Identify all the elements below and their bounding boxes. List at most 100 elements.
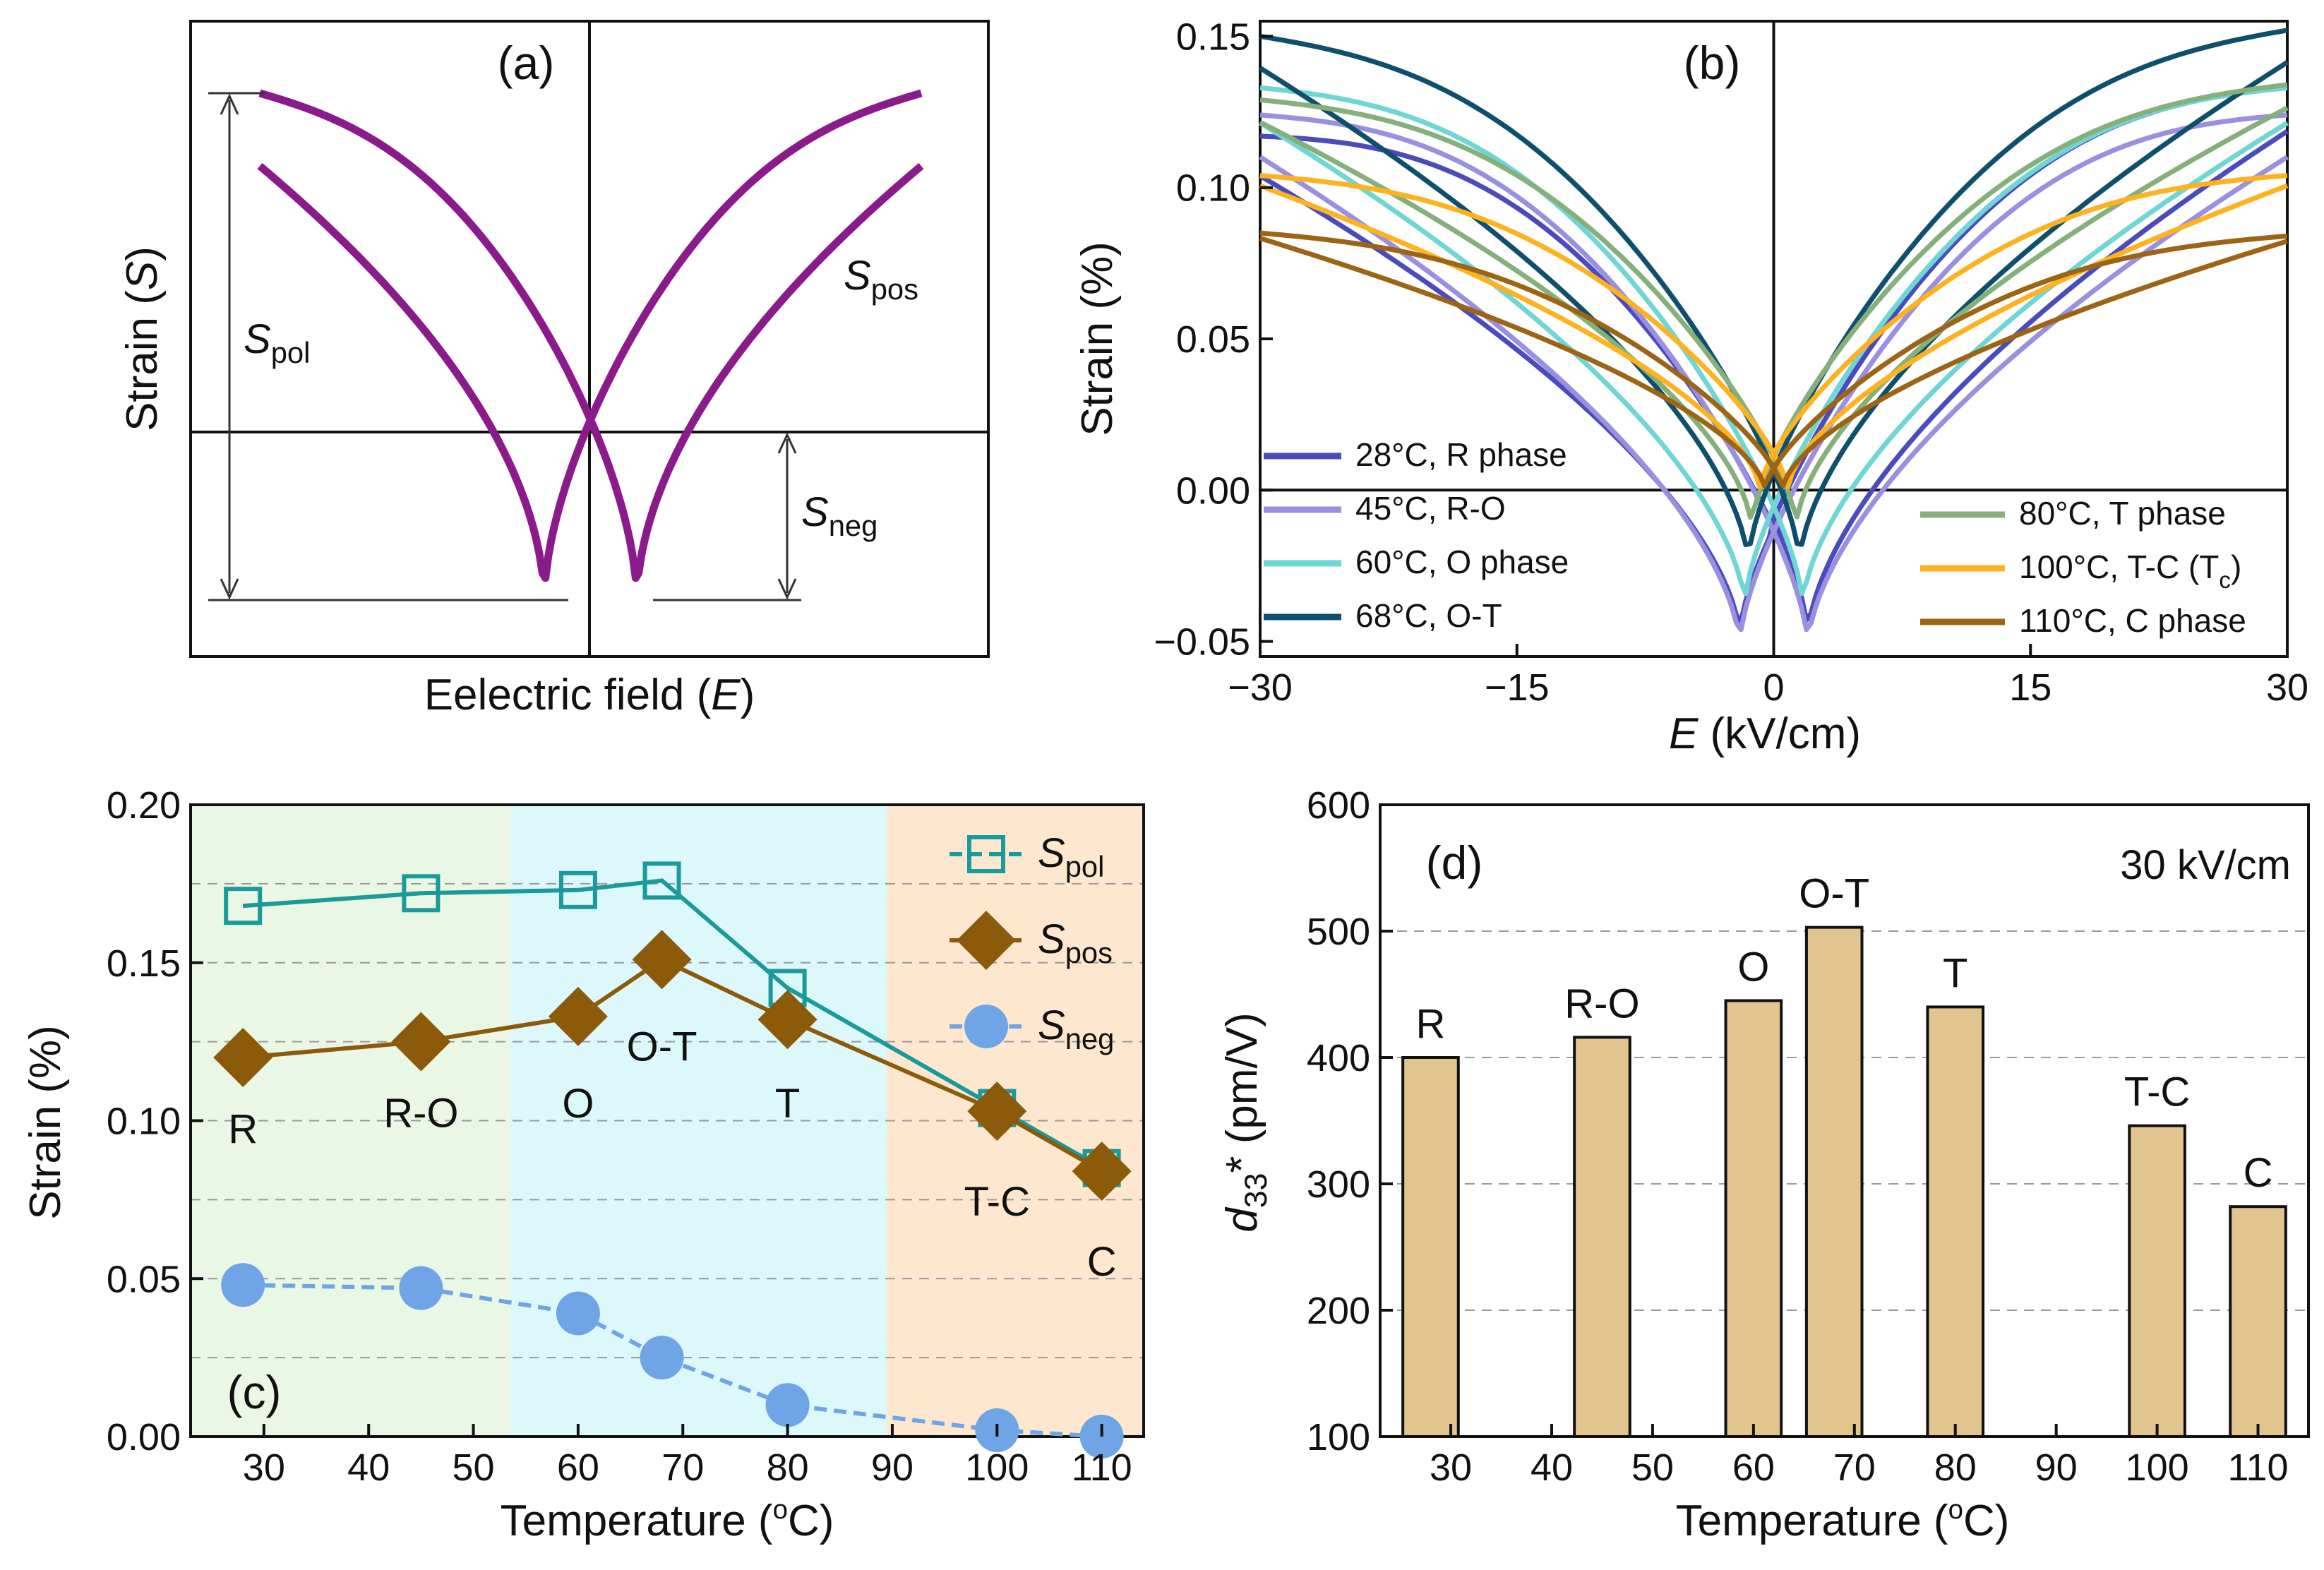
y-axis-label: Strain (S) <box>118 246 167 431</box>
y-tick-label: 0.00 <box>1176 469 1250 512</box>
y-tick-label: 0.00 <box>107 1416 181 1458</box>
phase-label: R-O <box>383 1090 458 1136</box>
x-tick-label: 60 <box>557 1446 599 1489</box>
bar <box>2128 1124 2186 1439</box>
legend-label-t60: 60°C, O phase <box>1355 544 1569 580</box>
bar <box>1804 925 1864 1438</box>
bar <box>1573 1036 1631 1438</box>
phase-label: T-C <box>964 1179 1030 1225</box>
y-tick-label: −0.05 <box>1154 621 1250 664</box>
x-tick-label: 100 <box>965 1446 1029 1489</box>
bar-phase-label: R <box>1416 1001 1446 1047</box>
x-tick-label: 50 <box>1631 1446 1674 1489</box>
phase-label: O <box>562 1081 594 1127</box>
field-annotation: 30 kV/cm <box>2120 842 2291 888</box>
y-tick-label: 0.15 <box>1176 16 1250 58</box>
y-tick-label: 0.05 <box>1176 318 1250 361</box>
x-tick-label: 110 <box>2227 1446 2288 1489</box>
marker-spos <box>1072 1141 1132 1202</box>
panel-label-b: (b) <box>1684 37 1741 89</box>
y-tick-label: 200 <box>1307 1290 1370 1332</box>
x-tick-label: 50 <box>453 1446 495 1489</box>
panel-a-strain-loop-schematic: Spol Spos Sneg (a) Eelectric field (E) Strain… <box>118 20 990 719</box>
marker-spos <box>213 1028 273 1087</box>
marker-spol <box>558 870 597 909</box>
x-tick-label: 30 <box>2266 666 2308 709</box>
sneg-arrow-head-up <box>777 432 797 454</box>
spol-arrow-head-down <box>220 578 239 600</box>
bar-phase-label: T <box>1943 950 1967 996</box>
x-tick-label: 100 <box>2126 1446 2189 1489</box>
x-tick-label: −30 <box>1228 666 1293 709</box>
x-tick-label: 110 <box>1072 1446 1132 1489</box>
spol-annotation: Spol <box>244 316 310 369</box>
panel-c-strain-vs-temperature: R R-O O O-T T T-C C Spol Spos Sneg 30 40 50 60 70 80 90 1… <box>21 784 1145 1545</box>
curve-t60-branch-2 <box>1259 85 2288 597</box>
loop-branch-2 <box>257 89 923 582</box>
y-tick-label: 0.10 <box>107 1101 181 1143</box>
bar-phase-label: T-C <box>2124 1069 2190 1115</box>
phase-label: T <box>775 1081 800 1127</box>
bar <box>1401 1056 1460 1438</box>
x-tick-label: 90 <box>871 1446 914 1489</box>
legend-label-t28: 28°C, R phase <box>1355 436 1567 473</box>
panel-d-d33-bar-chart: R R-O O O-T T T-C C 30 40 50 60 70 80 90 100 110 100 200 3… <box>1218 784 2310 1545</box>
spos-annotation: Spos <box>844 253 918 306</box>
legend-label-t100: 100°C, T-C (Tc) <box>2019 549 2241 594</box>
phase-label: C <box>1087 1239 1117 1285</box>
x-tick-label: 30 <box>1430 1446 1472 1489</box>
bar-phase-label: R-O <box>1564 981 1639 1026</box>
marker-sneg <box>221 1263 265 1307</box>
legend-label-spol: Spol <box>1038 830 1104 883</box>
x-axis-label: Eelectric field (E) <box>424 671 755 719</box>
y-tick-label: 400 <box>1307 1037 1370 1079</box>
y-axis-label: d33* (pm/V) <box>1218 1012 1274 1232</box>
plot-frame <box>1379 803 2310 1438</box>
legend-label-t68: 68°C, O-T <box>1355 597 1502 634</box>
legend-label-sneg: Sneg <box>1038 1002 1114 1055</box>
x-tick-label: 40 <box>1531 1446 1573 1489</box>
sneg-arrow-head-down <box>777 578 797 600</box>
x-tick-label: 80 <box>1934 1446 1977 1489</box>
marker-spos <box>548 986 608 1046</box>
marker-spos <box>632 930 692 990</box>
bar <box>1926 1005 1985 1438</box>
legend-label-t110: 110°C, C phase <box>2019 602 2246 639</box>
y-tick-label: 0.05 <box>107 1258 181 1300</box>
x-tick-label: 40 <box>347 1446 390 1489</box>
y-axis-label: Strain (%) <box>1073 241 1122 436</box>
y-tick-label: 0.15 <box>107 942 181 985</box>
y-tick-label: 600 <box>1307 784 1370 827</box>
marker-spol <box>224 887 263 925</box>
curve-t110-branch-2 <box>1259 233 2288 489</box>
panel-label-c: (c) <box>227 1366 282 1418</box>
marker-spol <box>642 861 681 900</box>
legend-marker-sneg <box>964 1005 1008 1048</box>
y-tick-label: 500 <box>1307 911 1370 953</box>
marker-spos <box>391 1012 451 1072</box>
curve-t45-branch-2 <box>1259 112 2288 633</box>
bar-phase-label: C <box>2244 1150 2273 1196</box>
y-tick-label: 0.20 <box>107 784 181 827</box>
y-axis-label: Strain (%) <box>21 1025 70 1220</box>
marker-sneg <box>765 1383 810 1427</box>
x-tick-label: 70 <box>1833 1446 1876 1489</box>
bar-phase-label: O-T <box>1799 871 1869 917</box>
y-tick-label: 300 <box>1307 1163 1370 1206</box>
x-axis-label: E (kV/cm) <box>1669 709 1861 758</box>
x-tick-label: 80 <box>767 1446 809 1489</box>
y-tick-label: 0.10 <box>1176 167 1250 210</box>
spol-arrow-head-up <box>220 93 239 115</box>
x-tick-label: 0 <box>1763 666 1784 709</box>
bar-phase-label: O <box>1737 944 1769 990</box>
marker-spol <box>402 874 441 913</box>
x-tick-label: 90 <box>2035 1446 2078 1489</box>
marker-sneg <box>640 1336 684 1380</box>
legend-marker-spos <box>957 911 1016 970</box>
legend-label-t45: 45°C, R-O <box>1355 490 1506 527</box>
legend-label-spos: Spos <box>1038 916 1113 969</box>
x-tick-label: 30 <box>243 1446 285 1489</box>
curve-t100-branch-2 <box>1259 173 2288 490</box>
phase-label: O-T <box>627 1024 697 1069</box>
